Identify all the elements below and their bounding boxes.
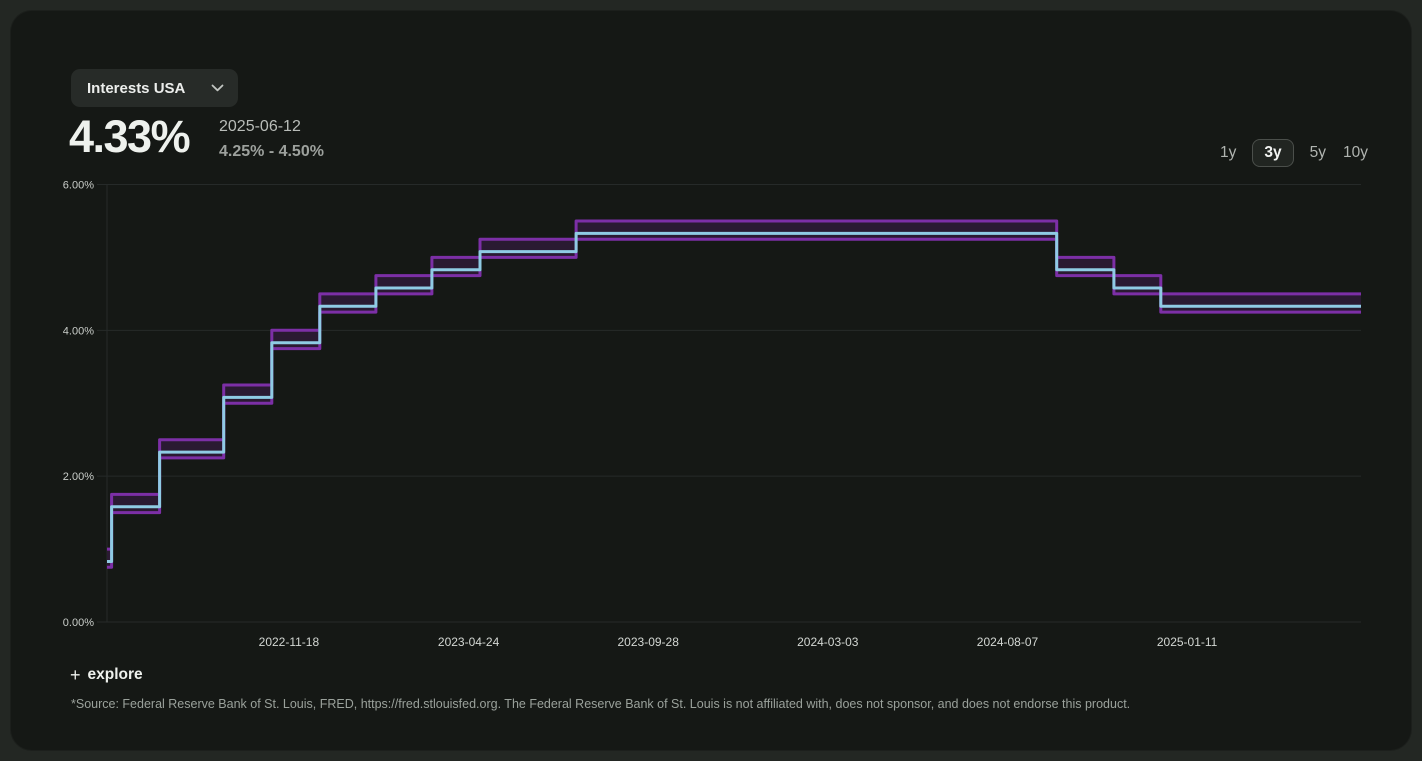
lower-bound-line [107, 237, 1361, 569]
plus-icon: + [70, 665, 81, 685]
current-rate-value: 4.33% [69, 111, 191, 162]
interest-rate-widget-card: Interests USA 4.33% 2025-06-12 4.25% - 4… [10, 10, 1412, 751]
x-axis-label: 2024-03-03 [797, 635, 859, 649]
y-axis-label: 4.00% [63, 325, 94, 337]
chart-plot-area[interactable] [107, 185, 1361, 623]
upper-bound-line [107, 219, 1361, 551]
range-button-10y[interactable]: 10y [1342, 140, 1369, 166]
y-axis-label: 6.00% [63, 180, 94, 192]
range-switcher: 1y 3y 5y 10y [1209, 138, 1369, 168]
current-date: 2025-06-12 [219, 118, 301, 135]
dataset-selector-label: Interests USA [87, 79, 186, 97]
range-button-3y[interactable]: 3y [1252, 139, 1294, 167]
dataset-selector-dropdown[interactable]: Interests USA [71, 69, 239, 107]
x-axis-label: 2022-11-18 [259, 635, 320, 649]
range-button-1y[interactable]: 1y [1219, 140, 1237, 166]
range-button-5y[interactable]: 5y [1309, 140, 1327, 166]
explore-label: explore [87, 666, 143, 683]
headline-meta: 2025-06-12 4.25% - 4.50% [219, 118, 324, 161]
x-axis-label: 2023-04-24 [438, 635, 500, 649]
y-axis-label: 0.00% [63, 617, 94, 629]
x-axis-label: 2023-09-28 [618, 635, 680, 649]
target-range-value: 4.25% - 4.50% [219, 143, 324, 160]
x-axis-label: 2024-08-07 [977, 635, 1039, 649]
effective-rate-line [107, 231, 1361, 563]
explore-button[interactable]: + explore [70, 666, 143, 684]
y-axis-label: 2.00% [63, 471, 94, 483]
source-footnote: *Source: Federal Reserve Bank of St. Lou… [71, 697, 1131, 711]
x-axis-label: 2025-01-11 [1157, 635, 1218, 649]
chevron-down-icon [211, 84, 224, 92]
